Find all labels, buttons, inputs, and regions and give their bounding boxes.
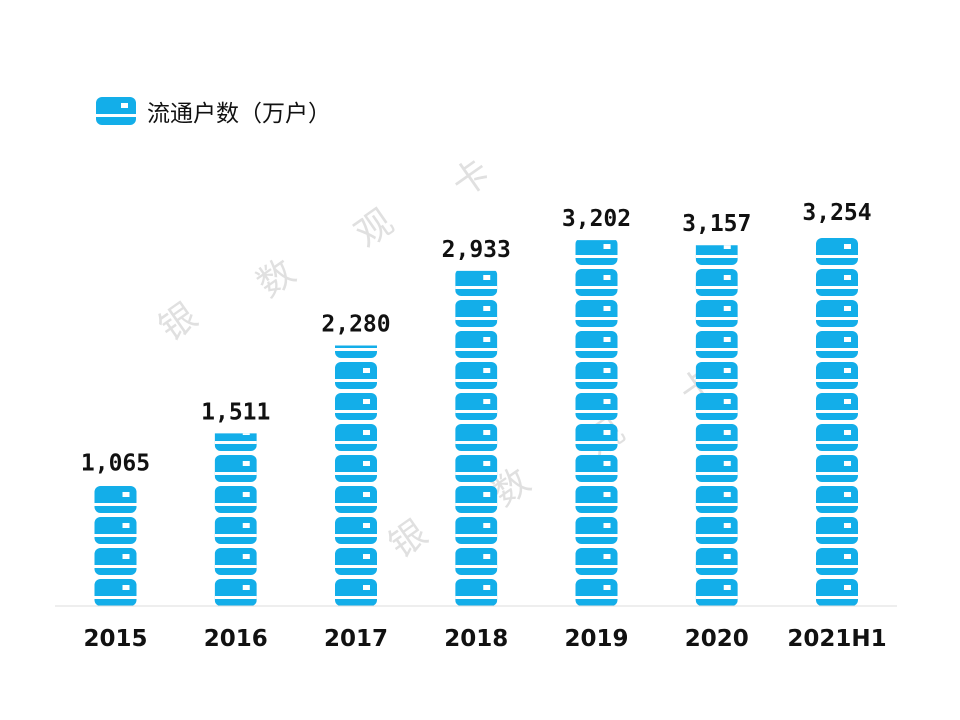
bar-2016 <box>214 433 257 606</box>
x-tick-2015: 2015 <box>83 626 147 652</box>
value-label-2015: 1,065 <box>81 450 150 476</box>
value-label-2019: 3,202 <box>562 206 631 232</box>
card-icon <box>96 97 136 125</box>
card-unit <box>575 455 618 482</box>
card-unit <box>335 579 377 606</box>
card-unit <box>695 269 738 296</box>
card-unit <box>214 486 257 513</box>
bar-2017 <box>335 345 377 606</box>
value-label-2021H1: 3,254 <box>802 200 871 226</box>
watermark-char: 观 <box>348 201 401 255</box>
card-unit <box>214 579 257 606</box>
card-unit <box>816 424 858 451</box>
card-unit <box>214 455 257 482</box>
card-unit <box>94 517 137 544</box>
card-unit <box>816 486 858 513</box>
card-unit <box>816 393 858 420</box>
card-unit <box>695 331 738 358</box>
value-labels: 1,065 1,511 2,280 2,933 3,202 3,157 3,254 <box>81 200 872 476</box>
card-unit <box>575 486 618 513</box>
card-unit <box>214 548 257 575</box>
card-unit <box>335 362 377 389</box>
x-tick-2019: 2019 <box>564 626 628 652</box>
card-unit <box>94 486 137 513</box>
card-unit <box>94 579 137 606</box>
bar-2021H1 <box>816 238 858 606</box>
card-unit <box>335 548 377 575</box>
card-unit <box>575 424 618 451</box>
card-unit <box>455 393 498 420</box>
card-unit <box>335 345 377 358</box>
card-unit <box>575 240 618 265</box>
x-tick-2017: 2017 <box>324 626 388 652</box>
card-unit <box>816 300 858 327</box>
value-label-2018: 2,933 <box>442 237 511 263</box>
card-unit <box>695 517 738 544</box>
card-unit <box>575 579 618 606</box>
card-unit <box>575 300 618 327</box>
x-tick-2018: 2018 <box>444 626 508 652</box>
card-unit <box>695 393 738 420</box>
card-unit <box>816 331 858 358</box>
watermark-char: 数 <box>250 251 303 305</box>
card-unit <box>455 517 498 544</box>
card-unit <box>455 270 498 296</box>
card-unit <box>214 517 257 544</box>
card-unit <box>335 424 377 451</box>
card-unit <box>575 548 618 575</box>
card-unit <box>695 300 738 327</box>
card-unit <box>816 517 858 544</box>
card-unit <box>575 393 618 420</box>
value-label-2016: 1,511 <box>201 399 270 425</box>
card-unit <box>816 269 858 296</box>
card-unit <box>816 238 858 265</box>
card-unit <box>695 424 738 451</box>
card-unit <box>455 455 498 482</box>
card-unit <box>455 331 498 358</box>
legend: 流通户数（万户） <box>96 97 331 127</box>
bar-2019 <box>575 240 618 606</box>
x-tick-2020: 2020 <box>685 626 749 652</box>
watermark-char: 银 <box>382 512 435 566</box>
card-unit <box>94 548 137 575</box>
bars <box>94 238 858 606</box>
card-unit <box>455 548 498 575</box>
x-axis-ticks: 2015 2016 2017 2018 2019 2020 2021H1 <box>83 626 886 652</box>
legend-label: 流通户数（万户） <box>147 101 331 127</box>
card-unit <box>575 517 618 544</box>
card-unit <box>575 331 618 358</box>
card-unit <box>575 362 618 389</box>
card-unit <box>455 300 498 327</box>
card-unit <box>816 362 858 389</box>
card-unit <box>695 486 738 513</box>
value-label-2020: 3,157 <box>682 211 751 237</box>
card-unit <box>455 579 498 606</box>
card-unit <box>695 362 738 389</box>
card-unit <box>455 486 498 513</box>
watermark-char: 银 <box>152 295 205 349</box>
card-unit <box>335 393 377 420</box>
card-unit <box>816 455 858 482</box>
value-label-2017: 2,280 <box>321 311 390 337</box>
x-tick-2016: 2016 <box>204 626 268 652</box>
card-unit <box>816 579 858 606</box>
card-unit <box>455 362 498 389</box>
card-unit <box>816 548 858 575</box>
card-unit <box>335 455 377 482</box>
bar-2015 <box>94 486 137 606</box>
card-unit <box>335 486 377 513</box>
card-unit <box>695 548 738 575</box>
card-unit <box>695 455 738 482</box>
card-unit <box>214 433 257 451</box>
card-unit <box>695 579 738 606</box>
x-tick-2021H1: 2021H1 <box>787 626 886 652</box>
card-unit <box>695 245 738 265</box>
card-unit <box>575 269 618 296</box>
bar-2020 <box>695 245 738 606</box>
bar-2018 <box>455 270 498 606</box>
watermark-char: 卡 <box>445 151 498 205</box>
card-unit <box>335 517 377 544</box>
card-unit <box>455 424 498 451</box>
